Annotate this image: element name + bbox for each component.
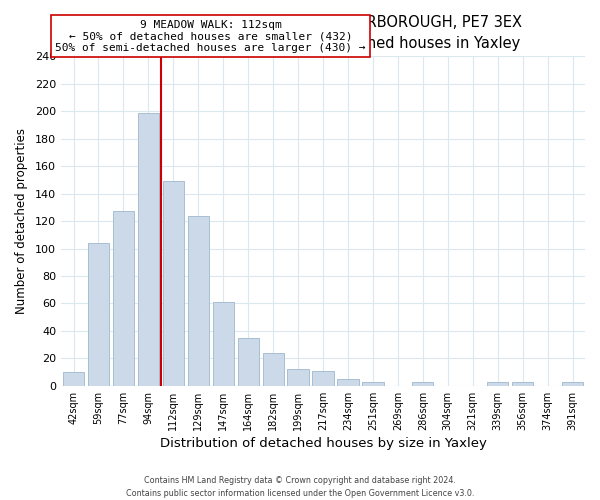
Bar bbox=[313, 370, 334, 386]
Bar bbox=[263, 353, 284, 386]
Text: Contains HM Land Registry data © Crown copyright and database right 2024.
Contai: Contains HM Land Registry data © Crown c… bbox=[126, 476, 474, 498]
Bar bbox=[362, 382, 383, 386]
X-axis label: Distribution of detached houses by size in Yaxley: Distribution of detached houses by size … bbox=[160, 437, 487, 450]
Bar bbox=[487, 382, 508, 386]
Bar bbox=[163, 182, 184, 386]
Bar bbox=[88, 243, 109, 386]
Bar bbox=[113, 212, 134, 386]
Text: 9 MEADOW WALK: 112sqm
← 50% of detached houses are smaller (432)
50% of semi-det: 9 MEADOW WALK: 112sqm ← 50% of detached … bbox=[55, 20, 365, 53]
Y-axis label: Number of detached properties: Number of detached properties bbox=[15, 128, 28, 314]
Bar bbox=[212, 302, 234, 386]
Bar bbox=[412, 382, 433, 386]
Bar bbox=[238, 338, 259, 386]
Bar bbox=[512, 382, 533, 386]
Bar bbox=[188, 216, 209, 386]
Bar bbox=[138, 112, 159, 386]
Bar bbox=[337, 379, 359, 386]
Bar bbox=[63, 372, 84, 386]
Bar bbox=[287, 370, 308, 386]
Title: 9, MEADOW WALK, YAXLEY, PETERBOROUGH, PE7 3EX
Size of property relative to detac: 9, MEADOW WALK, YAXLEY, PETERBOROUGH, PE… bbox=[125, 15, 521, 51]
Bar bbox=[562, 382, 583, 386]
